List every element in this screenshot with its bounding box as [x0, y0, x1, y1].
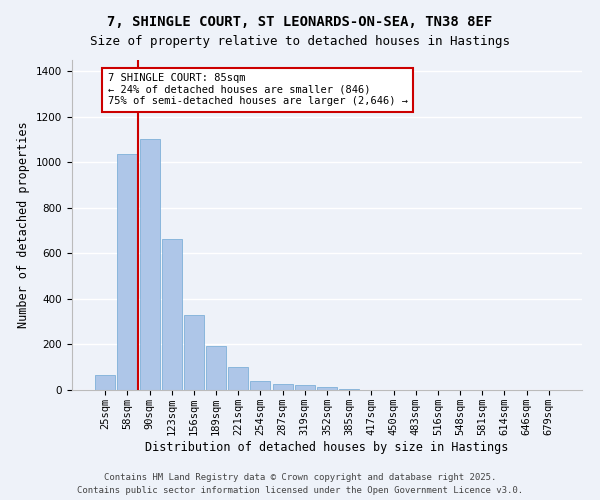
Bar [184, 315, 204, 390]
Text: Contains HM Land Registry data © Crown copyright and database right 2025.
Contai: Contains HM Land Registry data © Crown c… [77, 474, 523, 495]
Bar [272, 384, 293, 390]
Bar [95, 375, 115, 390]
Bar [339, 389, 359, 390]
Bar [140, 138, 160, 390]
Bar [250, 381, 271, 390]
Text: 7, SHINGLE COURT, ST LEONARDS-ON-SEA, TN38 8EF: 7, SHINGLE COURT, ST LEONARDS-ON-SEA, TN… [107, 15, 493, 29]
Bar [228, 367, 248, 390]
X-axis label: Distribution of detached houses by size in Hastings: Distribution of detached houses by size … [145, 440, 509, 454]
Text: Size of property relative to detached houses in Hastings: Size of property relative to detached ho… [90, 35, 510, 48]
Text: 7 SHINGLE COURT: 85sqm
← 24% of detached houses are smaller (846)
75% of semi-de: 7 SHINGLE COURT: 85sqm ← 24% of detached… [108, 73, 408, 106]
Bar [206, 346, 226, 390]
Bar [295, 386, 315, 390]
Bar [317, 386, 337, 390]
Y-axis label: Number of detached properties: Number of detached properties [17, 122, 31, 328]
Bar [118, 154, 137, 390]
Bar [162, 238, 182, 390]
